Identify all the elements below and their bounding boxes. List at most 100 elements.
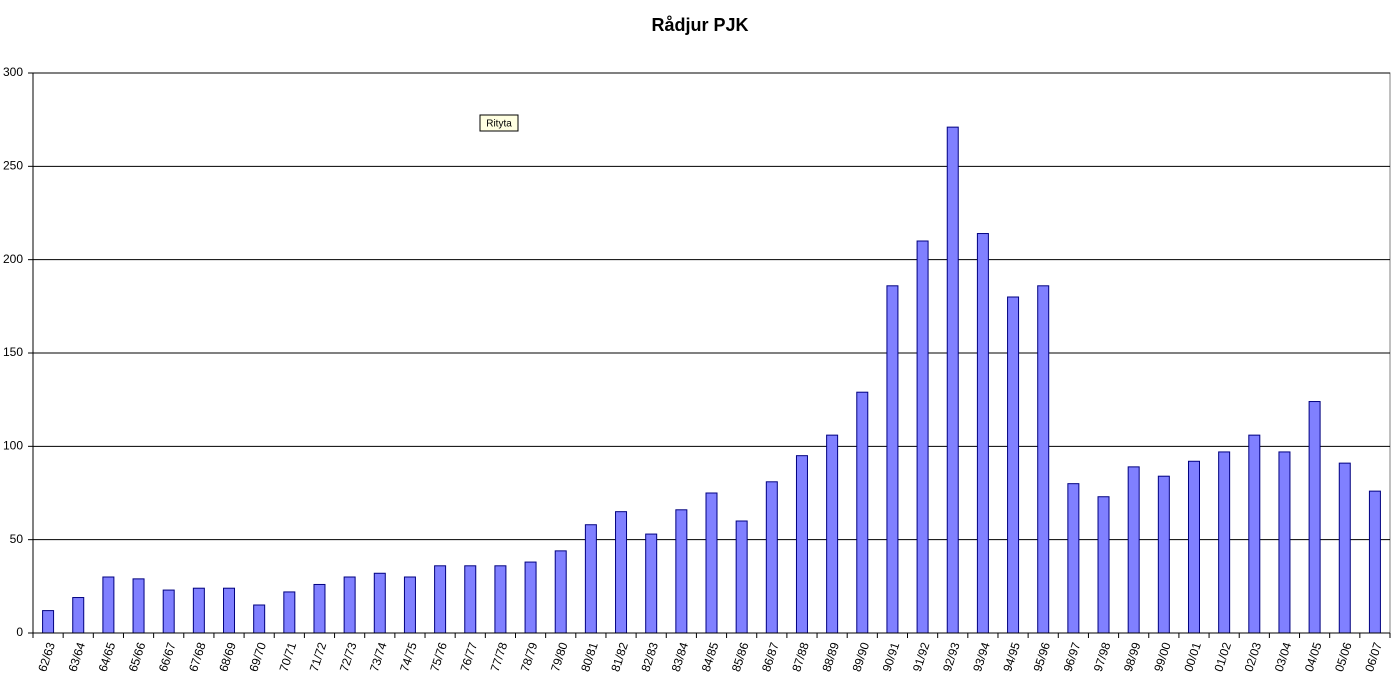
x-tick-label: 90/91	[880, 640, 903, 673]
x-tick-label: 06/07	[1362, 640, 1385, 673]
x-tick-label: 97/98	[1091, 640, 1114, 673]
x-tick-label: 02/03	[1242, 640, 1265, 673]
x-tick-label: 87/88	[789, 640, 812, 673]
bar	[705, 492, 718, 634]
x-tick-label: 85/86	[729, 640, 752, 673]
bar	[1338, 462, 1351, 634]
bar	[584, 524, 597, 634]
tooltip-box	[479, 114, 519, 132]
x-tick-label: 74/75	[397, 640, 420, 673]
bar	[223, 587, 236, 634]
x-tick-label: 89/90	[850, 640, 873, 673]
bar	[464, 565, 477, 634]
x-tick-label: 70/71	[277, 640, 300, 673]
y-tick-label: 100	[3, 439, 23, 453]
x-tick-label: 72/73	[337, 640, 360, 673]
x-tick-label: 91/92	[910, 640, 933, 673]
x-tick-label: 05/06	[1332, 640, 1355, 673]
bar	[434, 565, 447, 634]
x-tick-label: 92/93	[940, 640, 963, 673]
bar	[1218, 451, 1231, 634]
x-tick-label: 03/04	[1272, 640, 1295, 673]
bar	[42, 610, 55, 634]
x-tick-label: 98/99	[1121, 640, 1144, 673]
bar	[192, 587, 205, 634]
bar	[765, 481, 778, 634]
x-tick-label: 81/82	[608, 640, 631, 673]
bar	[826, 434, 839, 634]
bar	[283, 591, 296, 634]
x-tick-label: 80/81	[578, 640, 601, 673]
bar	[675, 509, 688, 634]
x-tick-label: 66/67	[156, 640, 179, 673]
x-tick-label: 84/85	[699, 640, 722, 673]
x-tick-label: 69/70	[246, 640, 269, 673]
y-tick-label: 200	[3, 252, 23, 266]
x-tick-label: 00/01	[1181, 640, 1204, 673]
bar	[1127, 466, 1140, 634]
chart-title: Rådjur PJK	[651, 15, 748, 35]
x-tick-label: 83/84	[669, 640, 692, 673]
x-tick-label: 76/77	[458, 640, 481, 673]
x-tick-label: 62/63	[35, 640, 58, 673]
x-tick-label: 78/79	[518, 640, 541, 673]
bar	[1007, 296, 1020, 634]
bar	[1187, 460, 1200, 634]
x-tick-label: 88/89	[819, 640, 842, 673]
bar	[916, 240, 929, 634]
bar	[1368, 490, 1381, 634]
bar	[162, 589, 175, 634]
bar	[946, 126, 959, 634]
x-tick-label: 68/69	[216, 640, 239, 673]
bar	[795, 455, 808, 634]
x-tick-label: 99/00	[1151, 640, 1174, 673]
x-tick-label: 93/94	[970, 640, 993, 673]
bar	[976, 233, 989, 634]
x-tick-label: 63/64	[66, 640, 89, 673]
x-tick-label: 96/97	[1061, 640, 1084, 673]
y-tick-label: 50	[10, 532, 24, 546]
bar	[615, 511, 628, 634]
bar	[1157, 475, 1170, 634]
x-tick-label: 67/68	[186, 640, 209, 673]
bar	[403, 576, 416, 634]
x-tick-label: 65/66	[126, 640, 149, 673]
x-tick-label: 73/74	[367, 640, 390, 673]
bar	[1037, 285, 1050, 634]
bar	[72, 597, 85, 634]
x-tick-label: 64/65	[96, 640, 119, 673]
x-tick-label: 75/76	[427, 640, 450, 673]
y-tick-label: 0	[16, 625, 23, 639]
bar	[1248, 434, 1261, 634]
x-tick-label: 71/72	[307, 640, 330, 673]
x-tick-label: 77/78	[488, 640, 511, 673]
x-tick-label: 94/95	[1000, 640, 1023, 673]
bar	[343, 576, 356, 634]
bar	[494, 565, 507, 634]
bar	[645, 533, 658, 634]
bar	[886, 285, 899, 634]
x-tick-label: 01/02	[1211, 640, 1234, 673]
x-tick-label: 79/80	[548, 640, 571, 673]
x-tick-label: 86/87	[759, 640, 782, 673]
y-tick-label: 150	[3, 345, 23, 359]
tooltip: Rityta	[486, 119, 512, 130]
bar	[1097, 496, 1110, 634]
bar	[524, 561, 537, 634]
x-tick-label: 04/05	[1302, 640, 1325, 673]
bar	[313, 583, 326, 634]
y-tick-label: 250	[3, 159, 23, 173]
bar	[1308, 401, 1321, 634]
bar	[373, 572, 386, 634]
bar	[856, 391, 869, 634]
bar	[1067, 483, 1080, 634]
x-tick-label: 82/83	[638, 640, 661, 673]
bar	[253, 604, 266, 634]
bar	[554, 550, 567, 634]
bar	[1278, 451, 1291, 634]
bar	[102, 576, 115, 634]
bar	[132, 578, 145, 634]
y-tick-label: 300	[3, 65, 23, 79]
x-tick-label: 95/96	[1030, 640, 1053, 673]
